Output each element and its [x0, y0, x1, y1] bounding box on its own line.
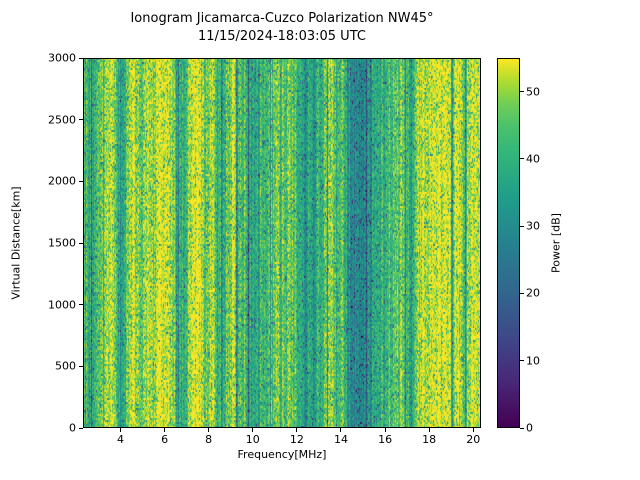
colorbar-tick-label: 30 — [526, 219, 540, 233]
y-tick-label: 1000 — [48, 298, 76, 312]
colorbar-gradient — [497, 58, 520, 428]
x-tick-mark — [296, 428, 298, 432]
colorbar-axis-label: Power [dB] — [549, 213, 563, 273]
y-tick-mark — [79, 57, 83, 59]
y-tick-label: 2500 — [48, 113, 76, 127]
y-tick-label: 2000 — [48, 174, 76, 188]
colorbar-tick-mark — [520, 91, 524, 93]
colorbar-tick-label: 0 — [526, 421, 533, 435]
x-tick-label: 4 — [116, 433, 124, 446]
colorbar-tick-mark — [520, 427, 524, 429]
x-tick-mark — [119, 428, 121, 432]
colorbar-tick-label: 40 — [526, 152, 540, 166]
colorbar-tick-mark — [520, 158, 524, 160]
y-tick-mark — [79, 180, 83, 182]
x-tick-mark — [164, 428, 166, 432]
x-tick-label: 16 — [378, 433, 393, 446]
y-tick-label: 3000 — [48, 51, 76, 65]
colorbar-tick-mark — [520, 225, 524, 227]
x-axis-label: Frequency[MHz] — [237, 448, 327, 461]
ionogram-heatmap — [83, 58, 481, 428]
y-tick-mark — [79, 427, 83, 429]
x-tick-label: 12 — [289, 433, 304, 446]
y-tick-label: 500 — [55, 359, 76, 373]
chart-title: Ionogram Jicamarca-Cuzco Polarization NW… — [130, 11, 434, 26]
x-tick-mark — [208, 428, 210, 432]
colorbar-tick-mark — [520, 292, 524, 294]
x-tick-label: 14 — [333, 433, 348, 446]
y-tick-mark — [79, 365, 83, 367]
x-tick-mark — [428, 428, 430, 432]
x-tick-label: 10 — [245, 433, 260, 446]
y-tick-mark — [79, 304, 83, 306]
x-tick-mark — [252, 428, 254, 432]
x-tick-label: 8 — [205, 433, 213, 446]
y-tick-mark — [79, 242, 83, 244]
y-tick-label: 1500 — [48, 236, 76, 250]
colorbar-tick-label: 10 — [526, 354, 540, 368]
colorbar-tick-label: 50 — [526, 85, 540, 99]
x-tick-label: 18 — [422, 433, 437, 446]
x-tick-label: 20 — [466, 433, 481, 446]
y-tick-label: 0 — [69, 421, 76, 435]
x-tick-label: 6 — [161, 433, 169, 446]
x-tick-mark — [472, 428, 474, 432]
y-tick-mark — [79, 119, 83, 121]
colorbar-tick-label: 20 — [526, 286, 540, 300]
x-tick-mark — [340, 428, 342, 432]
y-axis-label: Virtual Distance[km] — [9, 186, 23, 300]
chart-subtitle: 11/15/2024-18:03:05 UTC — [198, 29, 366, 44]
x-tick-mark — [384, 428, 386, 432]
colorbar-tick-mark — [520, 360, 524, 362]
